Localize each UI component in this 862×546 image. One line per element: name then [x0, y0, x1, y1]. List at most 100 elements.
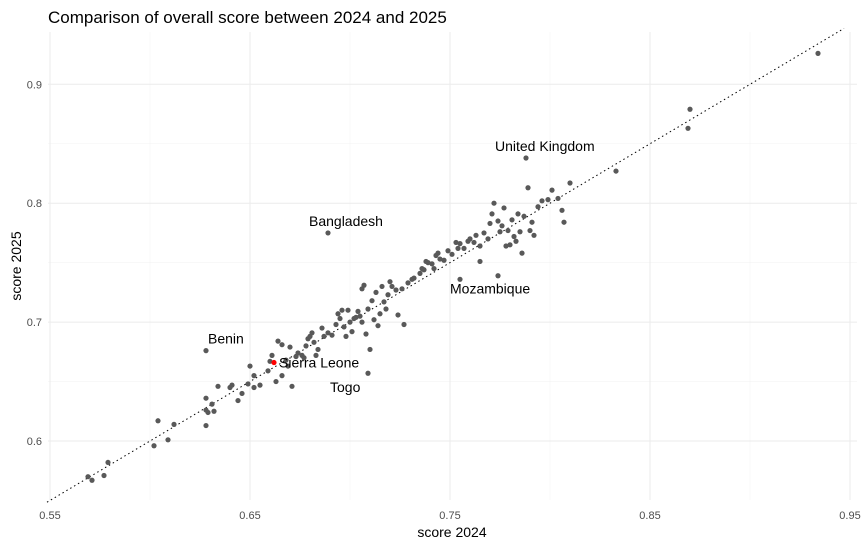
data-point	[429, 261, 435, 267]
data-point	[485, 236, 491, 242]
data-point	[337, 315, 343, 322]
data-point	[613, 168, 619, 174]
data-point	[279, 373, 285, 379]
labeled-data-point	[523, 155, 529, 161]
data-point	[373, 289, 379, 295]
data-point	[325, 330, 331, 336]
x-axis-title: score 2024	[417, 524, 486, 540]
data-point	[339, 307, 345, 313]
data-point	[549, 187, 555, 193]
x-axis-ticks: 0.55 0.65 0.75 0.85 0.95	[39, 510, 860, 522]
data-point	[441, 257, 447, 263]
x-tick-label: 0.85	[639, 510, 660, 522]
data-point	[527, 227, 533, 234]
data-point	[525, 185, 531, 191]
data-point	[319, 325, 325, 331]
data-point	[321, 333, 327, 339]
data-point	[367, 346, 373, 353]
data-point	[685, 125, 691, 131]
data-point	[285, 363, 291, 369]
data-point	[417, 270, 423, 276]
data-point	[343, 333, 349, 339]
data-point	[521, 213, 527, 219]
data-point	[381, 299, 387, 305]
data-point	[431, 265, 437, 272]
point-label: Mozambique	[450, 281, 530, 297]
data-point	[457, 276, 463, 282]
data-point	[309, 330, 315, 336]
y-tick-label: 0.8	[27, 198, 42, 210]
data-point	[101, 472, 107, 479]
data-point	[283, 357, 289, 363]
data-point	[363, 331, 369, 337]
data-point	[517, 229, 523, 235]
data-point	[371, 317, 377, 323]
data-point	[359, 319, 365, 325]
data-point	[467, 236, 473, 242]
data-point	[815, 50, 821, 56]
data-point	[105, 459, 111, 466]
data-point	[211, 408, 217, 414]
data-point	[539, 198, 545, 204]
x-tick-label: 0.55	[39, 510, 60, 522]
x-tick-label: 0.65	[239, 510, 260, 522]
data-point	[303, 343, 309, 349]
data-point	[353, 314, 359, 320]
data-point	[471, 239, 477, 246]
data-point	[295, 350, 301, 356]
data-point	[203, 395, 209, 401]
data-point	[355, 308, 361, 314]
data-point	[287, 344, 293, 350]
point-label: Sierra Leone	[279, 355, 359, 371]
data-point	[369, 298, 375, 304]
data-point	[461, 245, 467, 251]
data-point	[505, 227, 511, 234]
data-point	[349, 329, 355, 335]
data-point	[383, 306, 389, 312]
y-tick-label: 0.6	[27, 436, 42, 448]
point-label: Togo	[330, 379, 361, 395]
y-axis-ticks: 0.6 0.7 0.8 0.9	[27, 79, 42, 448]
data-point	[487, 220, 493, 227]
data-point	[257, 382, 263, 388]
data-point	[289, 383, 295, 389]
data-point	[491, 200, 497, 206]
data-point	[251, 373, 257, 379]
data-point	[511, 233, 517, 240]
data-point	[509, 217, 515, 223]
data-point	[205, 409, 211, 416]
grid	[48, 32, 857, 500]
data-point	[435, 250, 441, 256]
data-point	[561, 219, 567, 225]
data-point	[315, 346, 321, 353]
y-tick-label: 0.9	[27, 79, 42, 91]
data-point	[85, 474, 91, 480]
y-tick-label: 0.7	[27, 317, 42, 329]
data-point	[513, 238, 519, 244]
data-point	[267, 358, 273, 364]
data-point	[313, 352, 319, 358]
point-label: Benin	[208, 331, 244, 347]
data-point	[559, 207, 565, 213]
data-point	[279, 342, 285, 348]
data-point	[203, 422, 209, 429]
data-point	[515, 211, 521, 217]
data-point	[477, 243, 483, 249]
data-point	[687, 106, 693, 112]
data-point	[545, 197, 551, 203]
highlighted-data-point	[271, 359, 277, 366]
data-point	[405, 280, 411, 286]
data-point	[519, 250, 525, 256]
data-point	[421, 267, 427, 273]
data-point	[155, 418, 161, 424]
point-label: Bangladesh	[309, 213, 383, 229]
data-point	[333, 321, 339, 328]
data-point	[535, 204, 541, 210]
data-point	[453, 239, 459, 246]
data-point	[529, 219, 535, 225]
data-point	[387, 279, 393, 285]
data-point	[411, 275, 417, 281]
data-point	[311, 339, 317, 345]
reference-line-y-equals-x	[46, 27, 845, 503]
